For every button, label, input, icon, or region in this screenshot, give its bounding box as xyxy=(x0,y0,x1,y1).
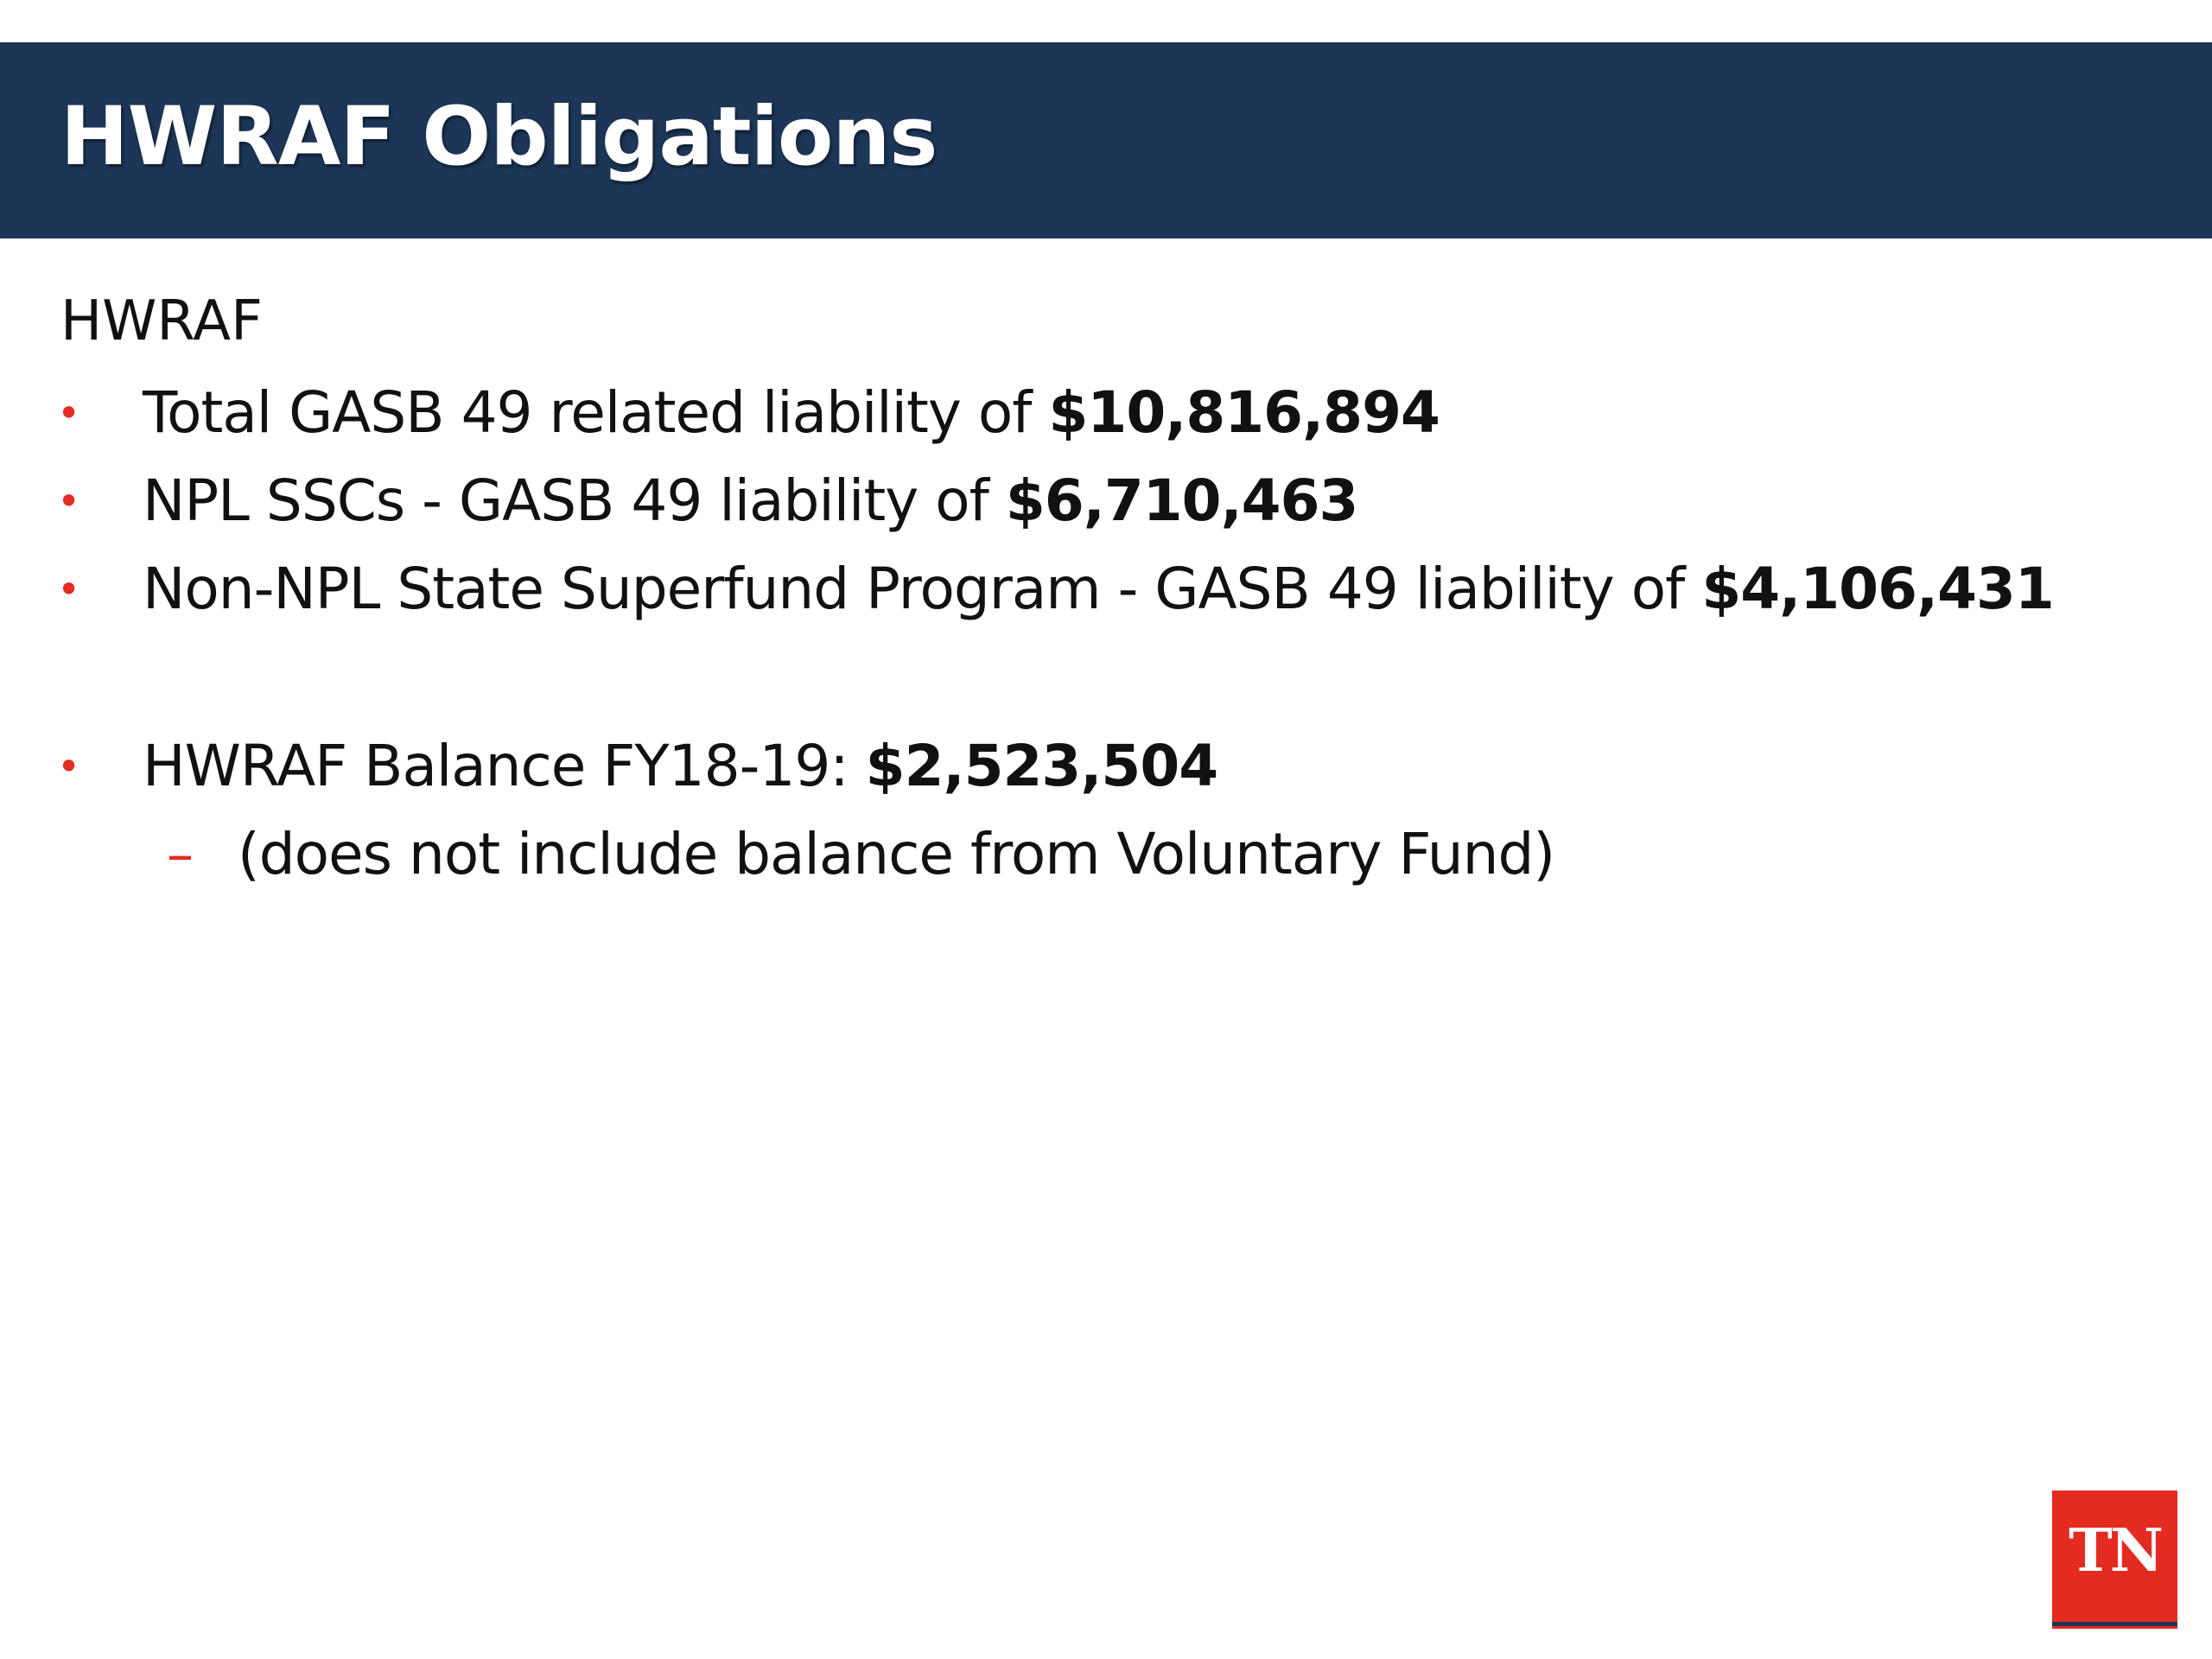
bullet-amount: $4,106,431 xyxy=(1701,556,2055,622)
tn-logo: TN xyxy=(2052,1491,2177,1629)
bullet-label: Non-NPL State Superfund Program - GASB 4… xyxy=(143,556,1702,622)
bullet-amount: $10,816,894 xyxy=(1048,379,1440,446)
tn-logo-text: TN xyxy=(2069,1516,2164,1586)
bullet-text: HWRAF Balance FY18-19: $2,523,504 xyxy=(143,738,1218,795)
section-label: HWRAF xyxy=(60,289,263,353)
bullet-label: HWRAF Balance FY18-19: xyxy=(143,733,866,799)
logo-rule xyxy=(2052,1622,2177,1626)
bullet-label: Total GASB 49 related liability of xyxy=(143,379,1049,446)
bullet-marker: • xyxy=(57,743,81,790)
bullet-amount: $2,523,504 xyxy=(865,733,1219,799)
bullet-marker: • xyxy=(57,390,81,436)
title-bar xyxy=(0,42,2212,238)
bullet-amount: $6,710,463 xyxy=(1005,467,1359,534)
bullet-label: NPL SSCs - GASB 49 liability of xyxy=(143,467,1006,534)
bullet-marker: • xyxy=(57,566,81,613)
bullet-text: Total GASB 49 related liability of $10,8… xyxy=(143,385,1440,442)
bullet-text: NPL SSCs - GASB 49 liability of $6,710,4… xyxy=(143,473,1358,530)
slide-title: HWRAF Obligations xyxy=(60,90,938,184)
sub-bullet-marker: – xyxy=(167,823,194,886)
bullet-marker: • xyxy=(57,478,81,524)
sub-bullet-text: (does not include balance from Voluntary… xyxy=(238,821,1555,887)
bullet-text: Non-NPL State Superfund Program - GASB 4… xyxy=(143,561,2055,618)
